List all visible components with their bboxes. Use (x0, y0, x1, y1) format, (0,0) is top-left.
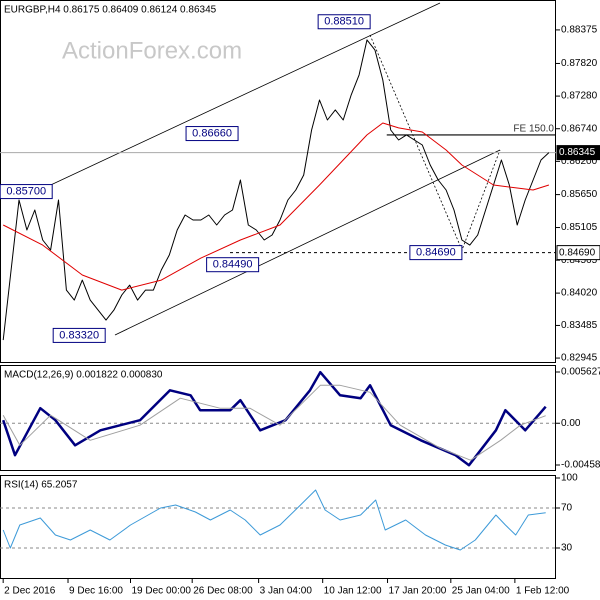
x-tick-label: 25 Jan 04:00 (452, 586, 510, 597)
x-tick-label: 26 Dec 08:00 (193, 586, 253, 597)
y-tick-label: -0.004586 (561, 460, 600, 471)
pivot-box (185, 126, 239, 142)
x-tick-label: 9 Dec 16:00 (69, 586, 123, 597)
series-line (2, 39, 550, 341)
y-tick-label: 0.84020 (561, 288, 598, 299)
y-tick-label: 0.87280 (561, 91, 598, 102)
x-tick-label: 2 Dec 2016 (4, 586, 56, 597)
x-tick-label: 19 Dec 00:00 (131, 586, 191, 597)
main-frame (0, 0, 556, 363)
pivot-label: 0.85700 (6, 185, 46, 197)
pivot-label: 0.83320 (59, 329, 99, 341)
x-tick-label: 1 Feb 12:00 (516, 586, 570, 597)
macd-frame (0, 365, 556, 471)
y-tick-label: 0.87820 (561, 58, 598, 69)
y-tick-label: 30 (561, 543, 573, 554)
pivot-box (409, 245, 463, 261)
y-tick-label: 0.00 (561, 418, 581, 429)
panel-title: MACD(12,26,9) 0.001822 0.000830 (4, 370, 163, 381)
y-tick-label: 70 (561, 503, 573, 514)
panel-title: EURGBP,H4 0.86175 0.86409 0.86124 0.8634… (4, 5, 217, 16)
y-tick-label: 0.86740 (561, 123, 598, 134)
fe-label: FE 150.0 (513, 124, 554, 135)
x-tick-label: 3 Jan 04:00 (260, 586, 313, 597)
pivot-label: 0.88510 (324, 16, 364, 28)
panel-title: RSI(14) 65.2057 (4, 480, 78, 491)
pivot-box (52, 327, 106, 343)
pivot-box (206, 257, 260, 273)
y-tick-label: 0.83485 (561, 320, 598, 331)
x-tick-label: 10 Jan 12:00 (324, 586, 382, 597)
pivot-label: 0.84490 (213, 259, 253, 271)
series-line (2, 489, 546, 551)
pivot-label: 0.86660 (192, 127, 232, 139)
y-tick-label: 0.85650 (561, 189, 598, 200)
x-tick-label: 17 Jan 20:00 (389, 586, 447, 597)
y-tick-label: 0.005627 (561, 367, 600, 378)
y-tick-label: 0.86200 (561, 156, 598, 167)
series-line (2, 122, 550, 291)
y-tick-label: 0.85105 (561, 222, 598, 233)
watermark: ActionForex.com (62, 37, 242, 64)
channel-upper (39, 2, 441, 191)
series-line (2, 384, 546, 461)
rsi-frame (0, 475, 556, 579)
price-tag-box (556, 145, 600, 161)
y-tick-label: 0.82945 (561, 353, 598, 364)
pivot-box (0, 184, 53, 200)
channel-lower (114, 149, 501, 336)
price-tag-label: 0.84690 (559, 247, 596, 258)
y-tick-label: 0.84565 (561, 255, 598, 266)
price-tag-box (556, 245, 600, 261)
y-tick-label: 0.88375 (561, 25, 598, 36)
pivot-box (317, 14, 371, 30)
y-tick-label: 100 (561, 473, 578, 484)
price-tag-label: 0.86345 (559, 147, 596, 158)
pivot-label: 0.84690 (416, 247, 456, 259)
